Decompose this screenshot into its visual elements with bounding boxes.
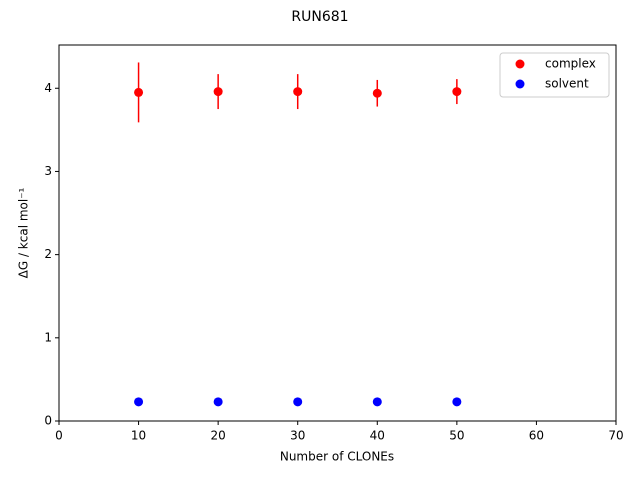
legend-marker	[515, 59, 525, 69]
chart-title: RUN681	[291, 9, 348, 25]
y-tick-label: 3	[44, 164, 52, 178]
y-tick-label: 4	[44, 81, 52, 95]
legend-label: solvent	[545, 77, 589, 91]
point	[134, 397, 144, 407]
point	[213, 87, 223, 97]
x-axis-label: Number of CLONEs	[280, 450, 394, 464]
point	[293, 397, 303, 407]
point	[293, 87, 303, 97]
point	[213, 397, 223, 407]
x-tick-label: 30	[290, 429, 305, 443]
y-tick-label: 1	[44, 330, 52, 344]
plot-frame	[58, 44, 617, 422]
point	[134, 87, 144, 97]
y-axis-label: ΔG / kcal mol⁻¹	[17, 187, 31, 278]
x-tick-label: 60	[529, 429, 544, 443]
legend-label: complex	[545, 57, 596, 71]
point	[452, 87, 462, 97]
x-tick-label: 20	[211, 429, 226, 443]
x-tick-label: 50	[449, 429, 464, 443]
legend-box	[499, 52, 610, 98]
x-tick-label: 40	[370, 429, 385, 443]
y-tick-label: 0	[44, 414, 52, 428]
x-tick-label: 10	[131, 429, 146, 443]
x-tick-label: 70	[608, 429, 623, 443]
y-tick-label: 2	[44, 247, 52, 261]
x-tick-label: 0	[55, 429, 63, 443]
point	[452, 397, 462, 407]
point	[372, 397, 382, 407]
legend-marker	[515, 79, 525, 89]
point	[372, 88, 382, 98]
